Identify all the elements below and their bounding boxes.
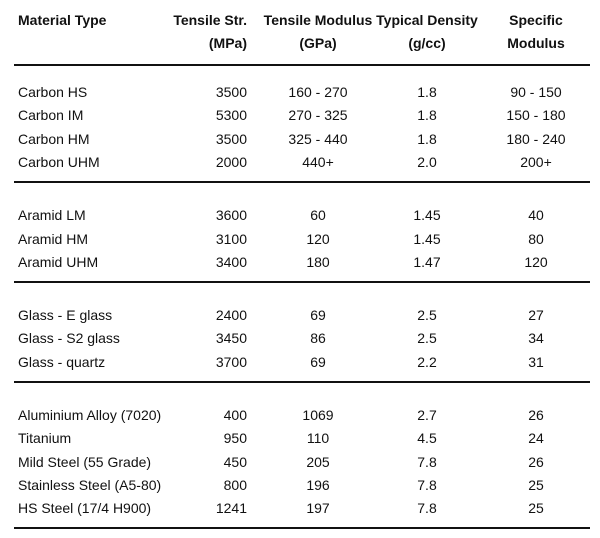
separator-line	[14, 64, 590, 66]
header-cell: (g/cc)	[408, 35, 446, 51]
value-cell: 24	[528, 430, 544, 447]
value-cell: 800	[223, 477, 247, 493]
material-name: Stainless Steel (A5-80)	[18, 477, 162, 493]
material-name: Titanium	[18, 430, 72, 447]
separator-line	[14, 281, 590, 283]
material-name: Carbon UHM	[18, 154, 100, 171]
header-cell: (MPa)	[208, 35, 247, 51]
value-cell: 2.5	[417, 307, 437, 323]
value-cell: 205	[306, 453, 330, 470]
value-cell: 2.2	[417, 353, 437, 370]
material-name: Glass - quartz	[18, 353, 106, 370]
value-cell: 7.8	[417, 477, 437, 493]
value-cell: 2.7	[417, 406, 437, 423]
value-cell: 1241	[215, 500, 247, 517]
material-name: Carbon HM	[18, 130, 90, 147]
value-cell: 7.8	[417, 500, 437, 517]
material-name: Aramid LM	[18, 207, 86, 224]
header-cell: Specific	[509, 12, 563, 28]
value-cell: 86	[310, 330, 326, 347]
value-cell: 3450	[215, 330, 247, 347]
value-cell: 1.8	[417, 84, 437, 100]
value-cell: 31	[528, 353, 544, 370]
value-cell: 26	[528, 406, 544, 423]
value-cell: 2400	[215, 307, 247, 323]
value-cell: 2.5	[417, 330, 437, 347]
value-cell: 196	[306, 477, 330, 493]
value-cell: 3700	[215, 353, 247, 370]
header-cell: Tensile Modulus	[263, 12, 373, 28]
value-cell: 60	[310, 207, 326, 224]
value-cell: 40	[528, 207, 544, 224]
value-cell: 7.8	[417, 453, 437, 470]
value-cell: 3100	[215, 230, 247, 247]
value-cell: 4.5	[417, 430, 437, 447]
value-cell: 110	[306, 430, 330, 447]
value-cell: 3400	[215, 254, 247, 270]
value-cell: 450	[223, 453, 247, 470]
value-cell: 160 - 270	[288, 84, 348, 100]
material-name: Aramid UHM	[18, 254, 99, 270]
value-cell: 150 - 180	[506, 107, 566, 124]
value-cell: 69	[310, 307, 326, 323]
value-cell: 5300	[215, 107, 247, 124]
separator-line	[14, 527, 590, 530]
value-cell: 3600	[215, 207, 247, 224]
value-cell: 1.45	[413, 230, 441, 247]
value-cell: 1069	[302, 406, 334, 423]
header-cell: Typical Density	[376, 12, 478, 28]
value-cell: 180	[306, 254, 330, 270]
value-cell: 90 - 150	[510, 84, 562, 100]
separator-line	[14, 380, 590, 383]
value-cell: 180 - 240	[506, 130, 566, 147]
value-cell: 1.47	[413, 254, 441, 270]
value-cell: 325 - 440	[288, 130, 348, 147]
header-cell: Modulus	[507, 35, 565, 51]
value-cell: 1.45	[413, 207, 441, 224]
value-cell: 25	[528, 477, 544, 493]
material-name: HS Steel (17/4 H900)	[18, 500, 152, 517]
value-cell: 120	[524, 254, 548, 270]
value-cell: 34	[528, 330, 544, 347]
value-cell: 2000	[215, 154, 247, 171]
material-name: Aramid HM	[18, 230, 89, 247]
value-cell: 120	[306, 230, 330, 247]
value-cell: 440+	[302, 154, 334, 171]
value-cell: 80	[528, 230, 544, 247]
material-name: Carbon IM	[18, 107, 84, 124]
value-cell: 400	[223, 406, 247, 423]
value-cell: 2.0	[417, 154, 437, 171]
header-cell: Material Type	[18, 12, 107, 28]
separator-line	[14, 181, 590, 184]
value-cell: 25	[528, 500, 544, 517]
material-name: Mild Steel (55 Grade)	[18, 453, 152, 470]
value-cell: 3500	[215, 130, 247, 147]
value-cell: 3500	[215, 84, 247, 100]
material-name: Aluminium Alloy (7020)	[18, 406, 162, 423]
value-cell: 26	[528, 453, 544, 470]
material-name: Glass - E glass	[18, 307, 113, 323]
material-name: Glass - S2 glass	[18, 330, 120, 347]
value-cell: 200+	[520, 154, 552, 171]
value-cell: 69	[310, 353, 326, 370]
value-cell: 950	[223, 430, 247, 447]
material-name: Carbon HS	[18, 84, 88, 100]
value-cell: 1.8	[417, 130, 437, 147]
value-cell: 197	[306, 500, 330, 517]
header-cell: (GPa)	[299, 35, 337, 51]
header-cell: Tensile Str.	[173, 12, 247, 28]
value-cell: 1.8	[417, 107, 437, 124]
value-cell: 270 - 325	[288, 107, 348, 124]
value-cell: 27	[528, 307, 544, 323]
